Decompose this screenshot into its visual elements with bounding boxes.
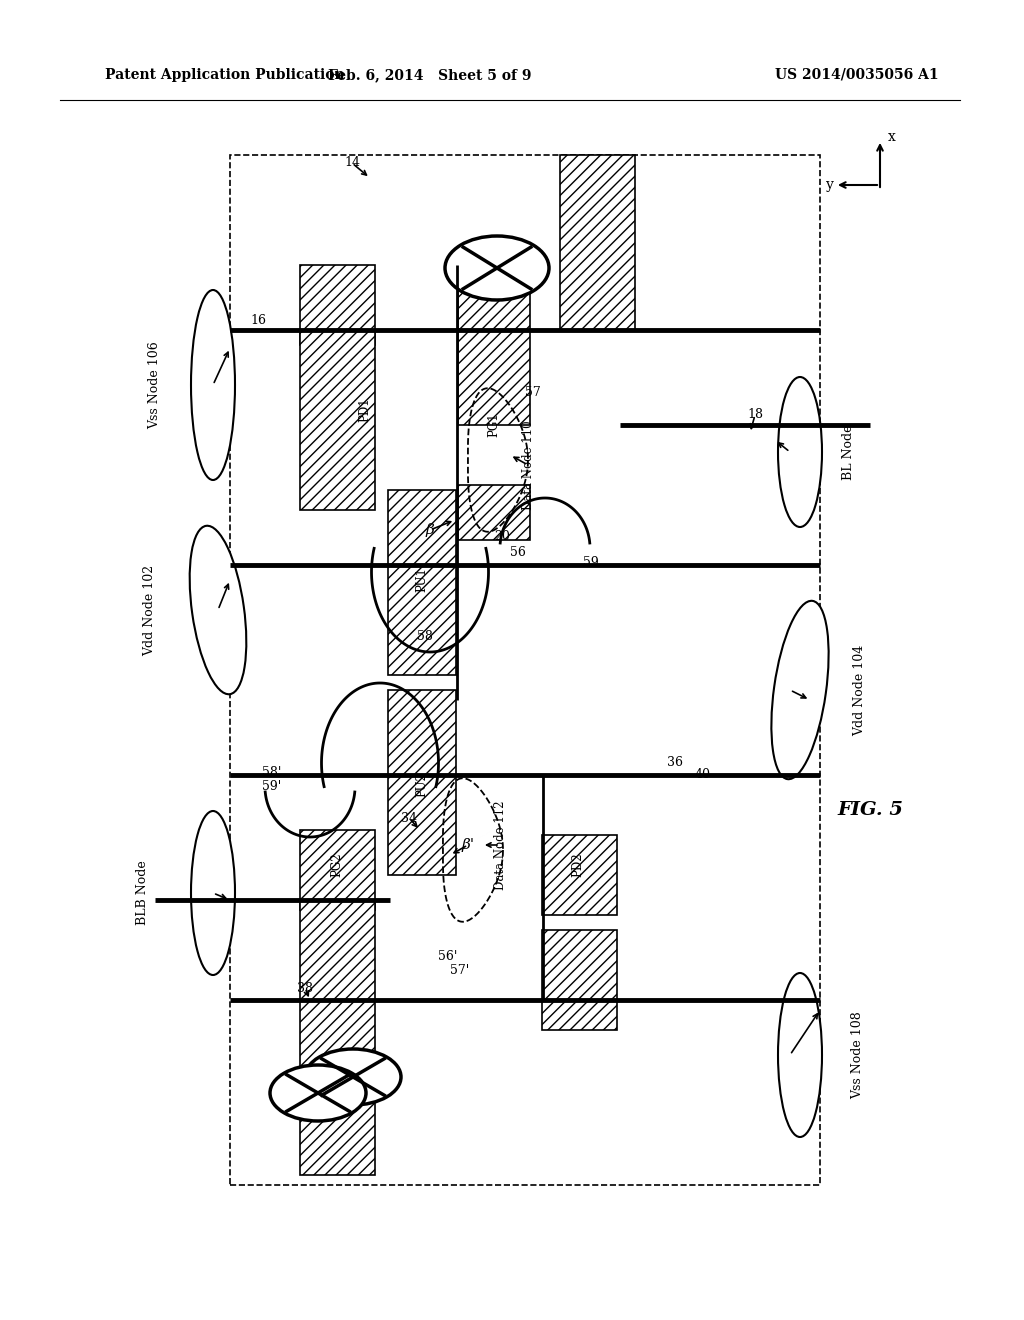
Text: PD1: PD1 [358, 397, 372, 422]
Ellipse shape [305, 1049, 401, 1105]
Ellipse shape [778, 973, 822, 1137]
Text: 40: 40 [695, 768, 711, 781]
Bar [300, 830, 375, 909]
Text: 59': 59' [262, 780, 282, 793]
Text: 20: 20 [494, 531, 510, 544]
Text: 58: 58 [417, 631, 433, 644]
Text: Vss Node 108: Vss Node 108 [852, 1011, 864, 1098]
Ellipse shape [445, 236, 549, 300]
Text: Vss Node 106: Vss Node 106 [148, 341, 162, 429]
Ellipse shape [189, 525, 247, 694]
Text: β': β' [462, 838, 474, 851]
Bar [542, 836, 617, 915]
Text: 38: 38 [297, 982, 313, 994]
Ellipse shape [771, 601, 828, 779]
Bar [300, 330, 375, 510]
Text: y: y [826, 178, 834, 191]
Bar [458, 484, 530, 540]
Ellipse shape [191, 810, 234, 975]
Bar [300, 265, 375, 345]
Text: 59: 59 [583, 557, 599, 569]
Ellipse shape [270, 1065, 366, 1121]
Text: PU2: PU2 [416, 772, 428, 797]
Text: 56: 56 [510, 546, 526, 560]
Bar [300, 1001, 375, 1175]
Text: PG1: PG1 [487, 413, 501, 437]
Text: US 2014/0035056 A1: US 2014/0035056 A1 [775, 69, 939, 82]
Text: 36: 36 [667, 756, 683, 770]
Text: PG2: PG2 [331, 853, 343, 878]
Bar [300, 900, 375, 1001]
Bar [542, 931, 617, 1030]
Bar [388, 490, 456, 675]
Bar [230, 154, 820, 1185]
Text: 57: 57 [525, 387, 541, 400]
Text: BL Node: BL Node [842, 424, 854, 479]
Text: BLB Node: BLB Node [136, 861, 150, 925]
Text: Patent Application Publication: Patent Application Publication [105, 69, 345, 82]
Text: Data Node 112: Data Node 112 [494, 800, 507, 890]
Text: 14: 14 [344, 157, 360, 169]
Text: PU1: PU1 [416, 568, 428, 593]
Text: 18: 18 [746, 408, 763, 421]
Text: 58': 58' [262, 766, 282, 779]
Text: Vdd Node 104: Vdd Node 104 [853, 644, 866, 735]
Bar [560, 154, 635, 330]
Text: 56': 56' [438, 949, 458, 962]
Text: 57': 57' [451, 964, 470, 977]
Text: 16: 16 [250, 314, 266, 326]
Text: FIG. 5: FIG. 5 [837, 801, 903, 818]
Text: β: β [426, 523, 434, 537]
Ellipse shape [191, 290, 234, 480]
Text: Vdd Node 102: Vdd Node 102 [143, 565, 157, 656]
Bar [458, 330, 530, 425]
Text: PD2: PD2 [571, 853, 585, 878]
Bar [458, 271, 530, 330]
Text: Feb. 6, 2014   Sheet 5 of 9: Feb. 6, 2014 Sheet 5 of 9 [329, 69, 531, 82]
Text: Data Node 110: Data Node 110 [521, 420, 535, 510]
Text: 34: 34 [401, 812, 417, 825]
Bar [388, 690, 456, 875]
Text: x: x [888, 129, 896, 144]
Ellipse shape [778, 378, 822, 527]
